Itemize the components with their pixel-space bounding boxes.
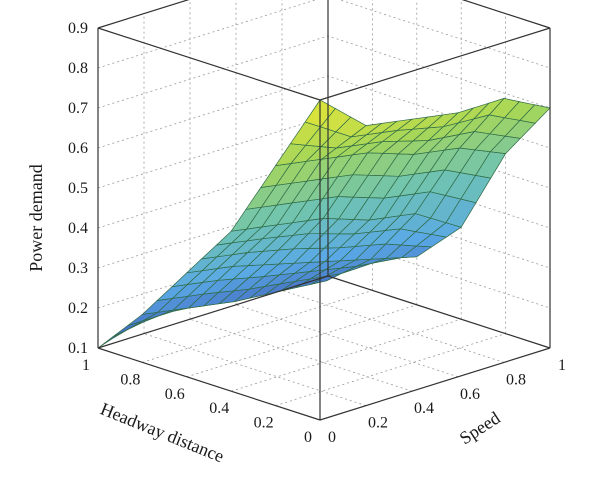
floor-gridline-a-3: [186, 304, 417, 378]
x-tick-label: 0.2: [254, 415, 274, 432]
z-gridline-1: [97, 0, 551, 69]
front-box-edge-6: [319, 347, 551, 421]
floor-gridline-b-3: [235, 304, 459, 378]
z-tick-label: 0.7: [68, 100, 88, 117]
back-box-edge-1: [97, 0, 190, 29]
y-tick-label: 0.4: [414, 400, 434, 417]
y-tick-label: 0.2: [368, 415, 388, 432]
floor-gridline-b-2: [189, 318, 413, 392]
y-tick-label: 1: [558, 357, 566, 374]
z-tick-label: 0.1: [68, 340, 88, 357]
y-tick-label: 0: [328, 429, 336, 446]
z-tick-label: 0.8: [68, 60, 88, 77]
back-box-edge-4: [327, 275, 551, 349]
axes-box: [97, 0, 551, 421]
x-tick-label: 0.6: [165, 386, 185, 403]
surface-layer: [97, 97, 551, 349]
floor-gridline-a-1: [275, 333, 506, 406]
floor-gridline-b-1: [143, 333, 367, 406]
z-tick-label: 0.4: [68, 220, 88, 237]
y-tick-label: 0.6: [460, 386, 480, 403]
y-tick-label: 0.8: [506, 371, 526, 388]
z-tick-label: 0.3: [68, 260, 88, 277]
back-box-edge-3: [97, 275, 329, 349]
z-axis-title: Power demand: [26, 164, 46, 271]
floor-gridline-a-2: [231, 318, 462, 392]
x-axis-title: Headway distance: [98, 399, 227, 467]
tick-labels: 0.90.80.70.60.50.40.30.20.110.80.60.40.2…: [68, 20, 566, 446]
back-box-edge-2: [461, 0, 551, 29]
x-tick-label: 1: [82, 357, 90, 374]
y-axis-title: Speed: [456, 408, 504, 449]
z-tick-label: 0.2: [68, 300, 88, 317]
front-box-edge-3: [97, 27, 321, 101]
z-tick-label: 0.5: [68, 180, 88, 197]
surface-cell: [97, 328, 129, 349]
x-tick-label: 0: [304, 429, 312, 446]
floor-gridline-b-4: [281, 290, 505, 363]
z-tick-label: 0.9: [68, 20, 88, 37]
x-tick-label: 0.8: [120, 371, 140, 388]
surface-cell: [112, 320, 144, 338]
front-box-edge-5: [97, 347, 321, 421]
x-tick-label: 0.4: [209, 400, 229, 417]
z-tick-label: 0.6: [68, 140, 88, 157]
floor-gridline-a-4: [142, 290, 373, 363]
z-gridline-0: [97, 0, 551, 29]
front-box-edge-4: [319, 27, 551, 101]
